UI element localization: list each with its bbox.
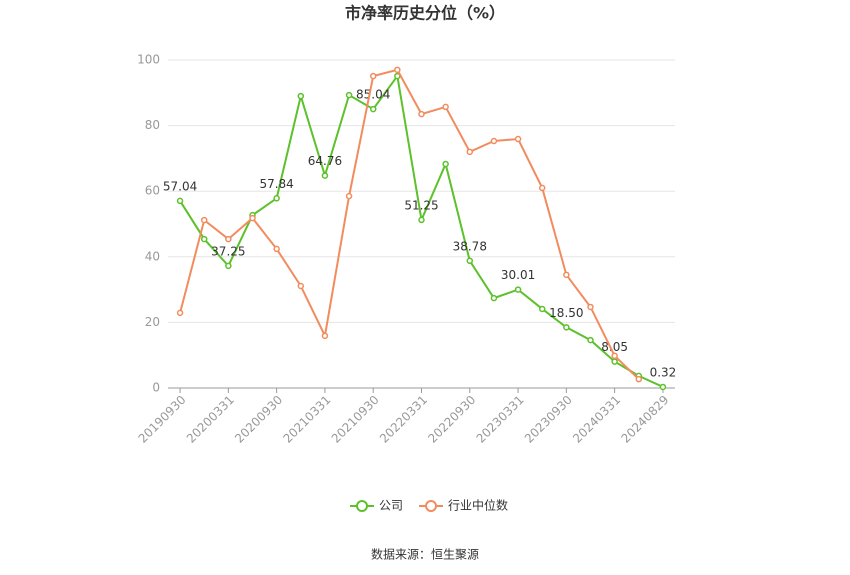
legend-marker <box>356 500 368 512</box>
value-label: 30.01 <box>501 268 535 282</box>
value-label: 0.32 <box>650 365 677 379</box>
point <box>321 332 329 340</box>
x-tick-label: 20240829 <box>618 393 671 446</box>
point <box>563 271 570 279</box>
point <box>538 184 546 192</box>
point <box>538 305 546 313</box>
y-tick-label: 60 <box>145 184 160 198</box>
source: 数据来源：恒生聚源 <box>371 547 479 562</box>
point <box>442 103 449 111</box>
point <box>466 257 474 265</box>
point <box>490 137 498 145</box>
point <box>442 160 449 168</box>
y-tick-label: 40 <box>145 249 160 263</box>
point <box>321 172 329 179</box>
point <box>418 110 425 118</box>
point <box>369 72 377 80</box>
value-label: 51.25 <box>404 198 438 212</box>
x-tick-label: 20210331 <box>280 393 333 446</box>
x-tick-label: 20230331 <box>474 393 527 446</box>
x-tick-label: 20190930 <box>136 393 189 446</box>
value-label: 57.84 <box>259 177 293 191</box>
value-label: 85.04 <box>356 88 390 102</box>
point <box>176 197 184 205</box>
point <box>514 135 522 143</box>
value-label: 57.04 <box>163 179 197 193</box>
series-line <box>179 68 640 380</box>
y-tick-label: 100 <box>137 53 160 67</box>
point <box>200 216 208 224</box>
value-label: 38.78 <box>453 239 487 253</box>
point <box>369 105 377 113</box>
x-tick-label: 20210930 <box>329 393 382 446</box>
point <box>297 92 305 100</box>
point <box>249 214 256 222</box>
point <box>587 303 594 311</box>
point <box>297 282 305 290</box>
y-tick-label: 80 <box>145 118 160 132</box>
x-tick-label: 20240331 <box>570 393 623 446</box>
point <box>345 192 353 200</box>
point <box>273 245 280 253</box>
value-label: 64.76 <box>308 154 342 168</box>
point <box>587 336 594 344</box>
point <box>563 324 570 331</box>
y-tick-label: 0 <box>152 381 160 395</box>
point <box>611 358 618 365</box>
point <box>225 235 232 243</box>
legend-label: 行业中位数 <box>448 498 508 513</box>
x-tick-label: 20230930 <box>522 393 575 446</box>
point <box>176 309 184 317</box>
x-tick-label: 20200930 <box>232 393 285 446</box>
point <box>466 148 474 156</box>
point <box>273 195 280 202</box>
x-tick-label: 20220331 <box>377 393 430 446</box>
x-tick-label: 20200331 <box>184 393 237 446</box>
point <box>611 352 618 360</box>
x-tick-label: 20220930 <box>425 393 478 446</box>
legend-marker <box>425 500 438 512</box>
point <box>225 262 232 270</box>
point <box>345 91 353 99</box>
point <box>200 235 208 243</box>
y-tick-label: 20 <box>145 315 160 329</box>
point <box>514 286 522 293</box>
value-label: 18.50 <box>549 306 583 320</box>
point <box>635 375 643 383</box>
point <box>394 66 401 74</box>
point <box>659 383 667 391</box>
point <box>490 294 498 302</box>
value-label: 37.25 <box>211 244 245 258</box>
value-label: 8.05 <box>601 340 628 354</box>
chart-title: 市净率历史分位（%） <box>345 4 505 23</box>
point <box>418 216 425 224</box>
legend-label: 公司 <box>379 499 403 513</box>
